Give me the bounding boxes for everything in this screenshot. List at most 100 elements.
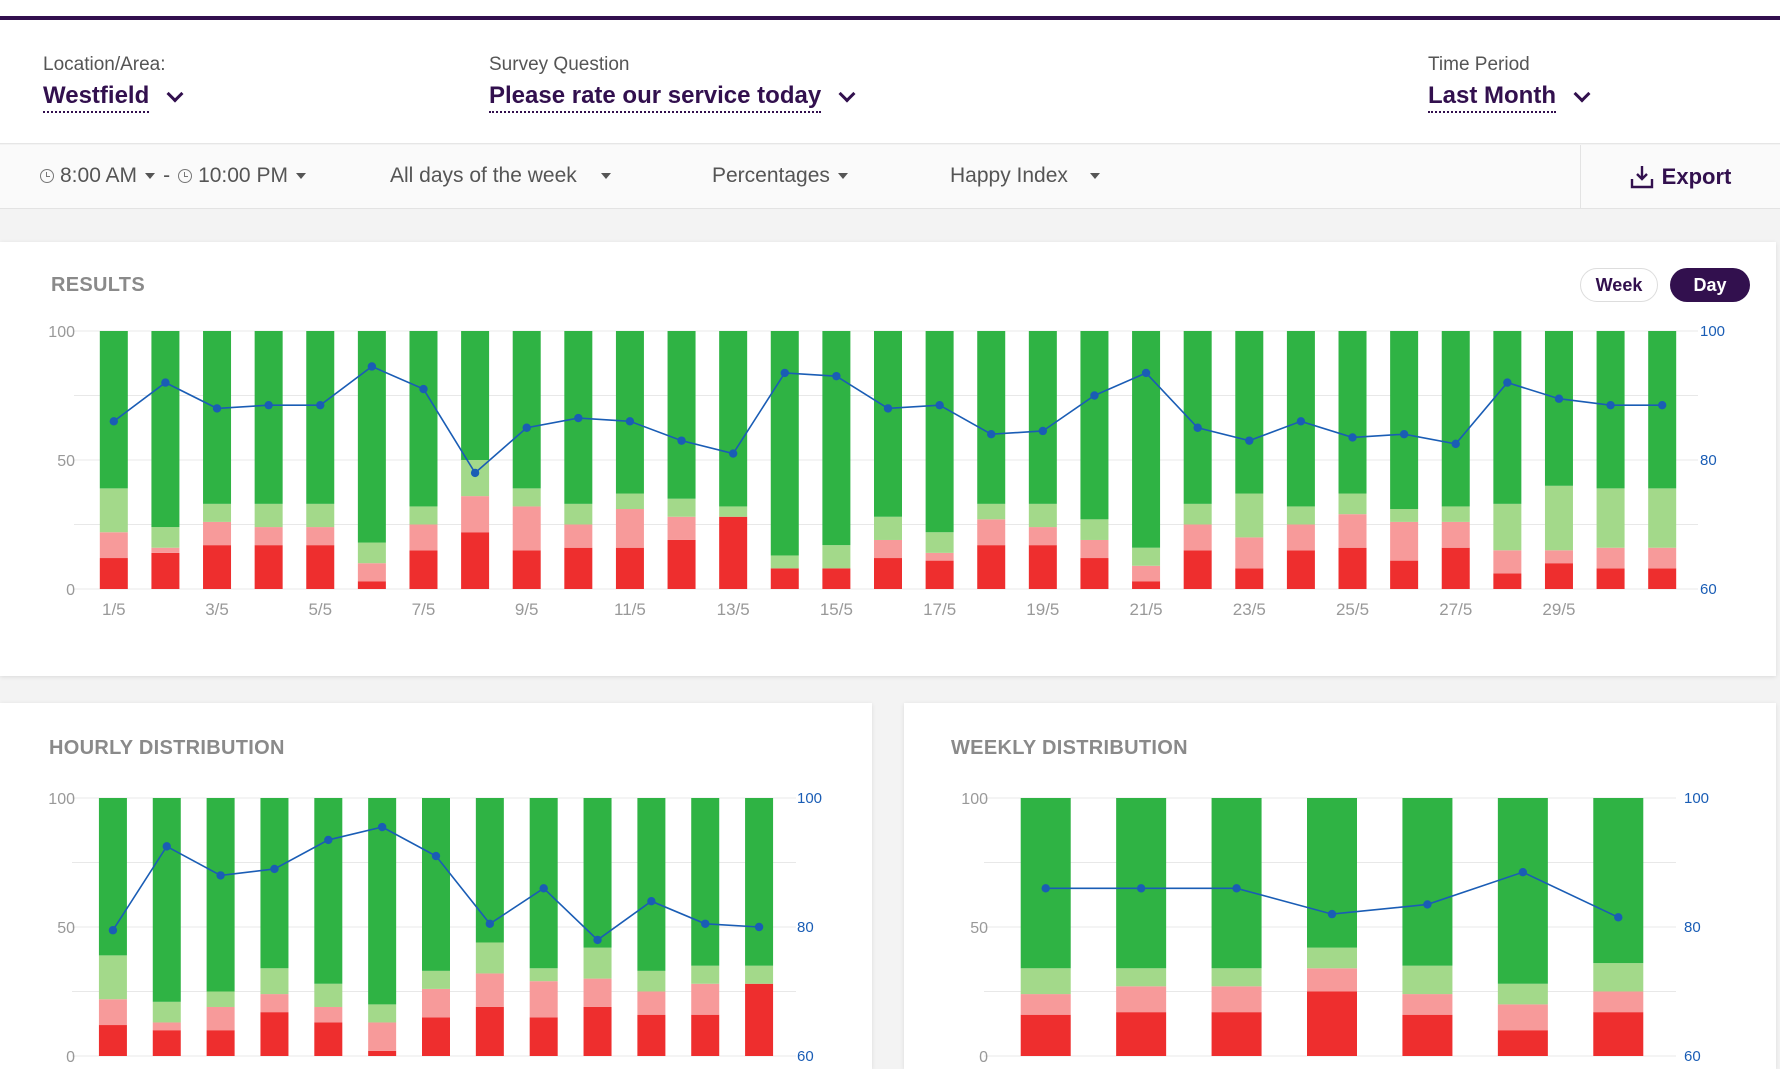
metric-select[interactable]: Happy Index xyxy=(950,164,1100,188)
days-select-label: All days of the week xyxy=(390,164,577,187)
happy-index-point xyxy=(212,404,222,413)
caret-down-icon[interactable] xyxy=(295,173,306,179)
bar-segment xyxy=(691,798,720,966)
bar-segment xyxy=(822,568,851,589)
location-filter[interactable]: Location/Area: Westfield xyxy=(43,54,184,113)
happy-index-point xyxy=(1141,368,1151,378)
bar-segment xyxy=(615,331,644,494)
bar-segment xyxy=(770,331,799,556)
weekly-title: WEEKLY DISTRIBUTION xyxy=(951,737,1188,759)
happy-index-point xyxy=(780,368,789,378)
bar-segment xyxy=(1211,986,1262,1013)
happy-index-point xyxy=(574,413,583,423)
question-filter[interactable]: Survey Question Please rate our service … xyxy=(489,54,856,113)
bar-segment xyxy=(306,527,335,546)
x-tick-label: 3/5 xyxy=(205,600,229,619)
bar-segment xyxy=(206,991,235,1007)
x-tick-label: 21/5 xyxy=(1130,600,1163,619)
bar-segment xyxy=(615,493,644,510)
bar-segment xyxy=(1211,968,1262,987)
bar-segment xyxy=(529,981,558,1018)
bar-segment xyxy=(1596,568,1625,589)
weekly-chart: 0 50 100 60 80 100 xyxy=(961,790,1709,1066)
y-tick-label: 50 xyxy=(57,453,75,470)
caret-down-icon xyxy=(1089,173,1100,179)
bar-segment xyxy=(1028,331,1057,504)
bar-segment xyxy=(1441,521,1470,548)
bar-segment xyxy=(822,331,851,546)
happy-index-point xyxy=(832,371,841,381)
day-toggle[interactable]: Day xyxy=(1670,268,1750,302)
bar-segment xyxy=(254,545,283,589)
happy-index-point xyxy=(677,436,686,445)
y2-tick-label: 80 xyxy=(1684,919,1701,936)
bar-segment xyxy=(314,1006,343,1023)
bar-segment xyxy=(1497,798,1548,984)
mode-select[interactable]: Percentages xyxy=(712,164,848,188)
period-filter[interactable]: Time Period Last Month xyxy=(1428,54,1591,113)
happy-index-point xyxy=(1614,913,1623,922)
bar-segment xyxy=(1402,965,1453,995)
x-tick-label: 1/5 xyxy=(102,600,126,619)
bar-segment xyxy=(422,1017,450,1056)
days-select[interactable]: All days of the week xyxy=(390,164,611,188)
x-tick-label: 17/5 xyxy=(923,600,956,619)
happy-index-point xyxy=(470,468,480,478)
caret-down-icon[interactable] xyxy=(145,173,156,179)
y2-tick-label: 60 xyxy=(1684,1048,1701,1065)
start-time-select[interactable]: 8:00 AM xyxy=(60,164,138,187)
x-tick-label: 25/5 xyxy=(1336,600,1369,619)
y2-tick-label: 100 xyxy=(797,790,822,807)
period-value[interactable]: Last Month xyxy=(1428,82,1556,113)
happy-index-point xyxy=(625,417,635,426)
bar-segment xyxy=(99,331,128,489)
bar-segment xyxy=(745,983,774,1056)
mode-select-label: Percentages xyxy=(712,164,830,187)
bar-segment xyxy=(1132,547,1161,566)
bar-segment xyxy=(874,331,902,517)
bar-segment xyxy=(314,1022,343,1056)
bar-segment xyxy=(1116,798,1167,969)
bar-segment xyxy=(1307,991,1357,1056)
bar-segment xyxy=(1020,798,1071,969)
chevron-down-icon[interactable] xyxy=(838,85,856,102)
chevron-down-icon[interactable] xyxy=(1573,85,1591,102)
bar-segment xyxy=(719,331,748,507)
end-time-select[interactable]: 10:00 PM xyxy=(198,164,288,187)
bar-segment xyxy=(564,503,593,525)
bar-segment xyxy=(529,968,558,982)
bar-segment xyxy=(203,503,232,522)
happy-index-point xyxy=(485,919,495,928)
happy-index-point xyxy=(1245,436,1254,445)
bar-segment xyxy=(1080,539,1109,559)
bar-segment xyxy=(1648,568,1677,589)
period-label: Time Period xyxy=(1428,54,1530,75)
happy-index-point xyxy=(1232,884,1241,893)
bar-segment xyxy=(667,516,696,540)
question-value[interactable]: Please rate our service today xyxy=(489,82,822,113)
bar-segment xyxy=(1402,798,1453,966)
bar-segment xyxy=(1183,550,1212,589)
happy-index-point xyxy=(1554,394,1564,403)
chevron-down-icon[interactable] xyxy=(166,85,184,102)
bar-segment xyxy=(1080,519,1109,540)
x-tick-label: 15/5 xyxy=(820,600,853,619)
bar-segment xyxy=(1390,560,1419,589)
location-value[interactable]: Westfield xyxy=(43,82,150,113)
bar-segment xyxy=(925,331,954,533)
week-toggle[interactable]: Week xyxy=(1580,268,1658,302)
bar-segment xyxy=(368,1022,397,1051)
bar-segment xyxy=(512,550,541,589)
bar-segment xyxy=(203,521,232,546)
bar-segment xyxy=(203,545,232,589)
bar-segment xyxy=(152,798,181,1002)
bar-segment xyxy=(691,1014,720,1056)
happy-index-point xyxy=(161,378,170,387)
export-button[interactable]: Export xyxy=(1580,145,1780,209)
happy-index-point xyxy=(539,884,548,893)
bar-segment xyxy=(1402,1014,1453,1056)
bar-segment xyxy=(1080,331,1109,520)
bar-segment xyxy=(98,955,127,1000)
bar-segment xyxy=(1544,550,1573,564)
bar-segment xyxy=(1183,503,1212,525)
